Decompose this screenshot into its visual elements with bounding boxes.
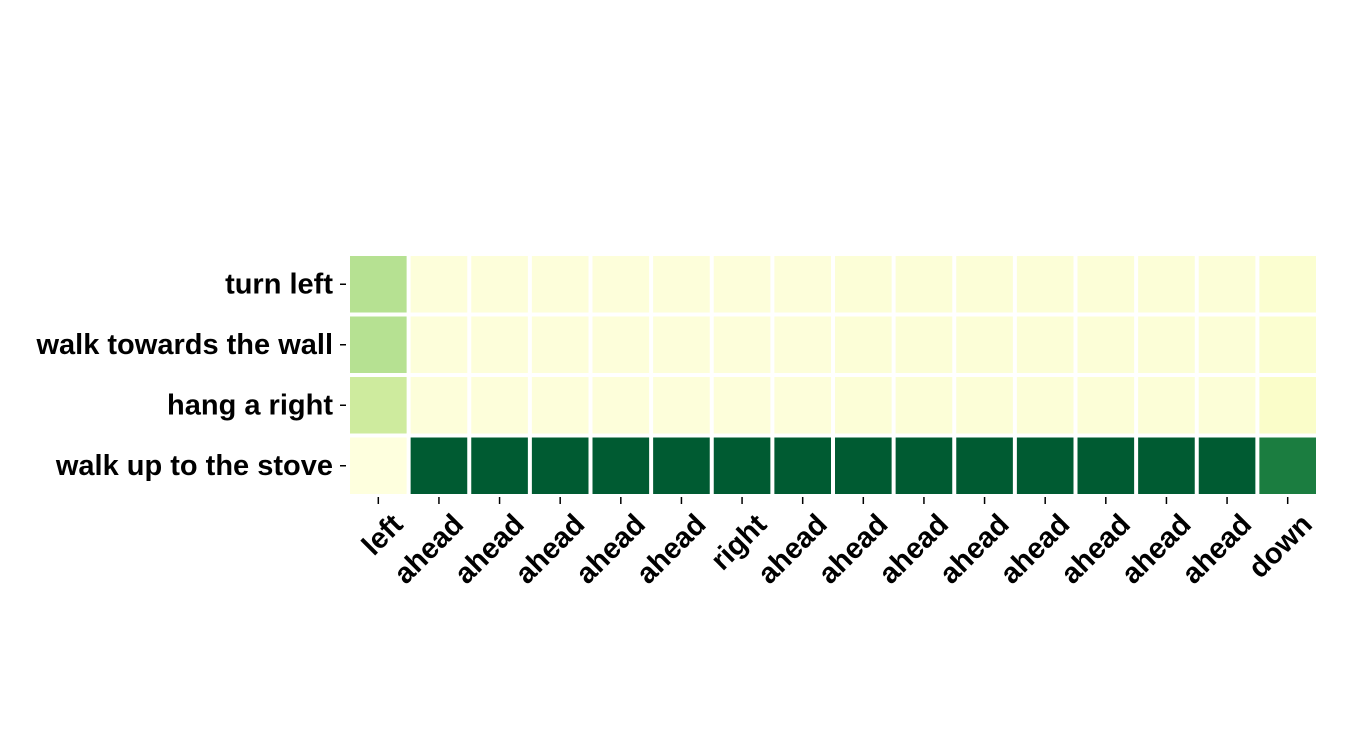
heatmap-cell-r0-c6 [713, 256, 771, 313]
heatmap-cell-r2-c11 [1016, 377, 1074, 434]
heatmap-cell-r1-c14 [1198, 316, 1256, 373]
heatmap-cell-r1-c6 [713, 316, 771, 373]
heatmap-cell-r3-c5 [653, 437, 710, 494]
x-tick-label: ahead [1176, 508, 1258, 590]
heatmap-cell-r1-c7 [774, 316, 831, 373]
heatmap-cell-r2-c6 [713, 377, 771, 434]
heatmap-cell-r3-c6 [713, 437, 771, 494]
heatmap-cell-r2-c5 [653, 377, 710, 434]
heatmap-cell-r3-c15 [1259, 437, 1316, 494]
heatmap-cell-r0-c9 [895, 256, 953, 313]
heatmap-cell-r0-c1 [410, 256, 468, 313]
heatmap-cell-r0-c11 [1016, 256, 1074, 313]
heatmap-cell-r3-c9 [895, 437, 953, 494]
heatmap-cell-r3-c0 [350, 437, 407, 494]
heatmap-cell-r3-c12 [1077, 437, 1135, 494]
heatmap-cell-r1-c2 [471, 316, 528, 373]
heatmap-cell-r2-c3 [531, 377, 589, 434]
heatmap-cell-r3-c7 [774, 437, 831, 494]
heatmap-cell-r0-c7 [774, 256, 831, 313]
heatmap-cell-r2-c0 [350, 377, 407, 434]
heatmap-cell-r2-c2 [471, 377, 528, 434]
x-tick-label: down [1243, 508, 1319, 584]
heatmap-cell-r1-c9 [895, 316, 953, 373]
heatmap-cell-r1-c13 [1138, 316, 1195, 373]
heatmap-cell-r3-c14 [1198, 437, 1256, 494]
heatmap-cell-r3-c11 [1016, 437, 1074, 494]
heatmap-cell-r0-c0 [350, 256, 407, 313]
heatmap-cell-r3-c10 [956, 437, 1013, 494]
heatmap-cell-r0-c12 [1077, 256, 1135, 313]
y-tick-label: turn left [225, 268, 333, 300]
heatmap-cell-r1-c3 [531, 316, 589, 373]
heatmap-cell-r1-c0 [350, 316, 407, 373]
heatmap-cell-r2-c4 [592, 377, 650, 434]
heatmap-cell-r1-c12 [1077, 316, 1135, 373]
heatmap-cell-r0-c8 [835, 256, 892, 313]
heatmap-cell-r3-c4 [592, 437, 650, 494]
heatmap-cells [350, 256, 1316, 494]
heatmap-cell-r0-c15 [1259, 256, 1316, 313]
heatmap-cell-r1-c11 [1016, 316, 1074, 373]
x-tick-label: ahead [631, 508, 713, 590]
heatmap-cell-r2-c15 [1259, 377, 1316, 434]
heatmap-cell-r3-c1 [410, 437, 468, 494]
heatmap-cell-r2-c14 [1198, 377, 1256, 434]
heatmap-cell-r0-c3 [531, 256, 589, 313]
heatmap-cell-r0-c10 [956, 256, 1013, 313]
heatmap-cell-r0-c13 [1138, 256, 1195, 313]
heatmap-cell-r2-c13 [1138, 377, 1195, 434]
heatmap-cell-r3-c2 [471, 437, 528, 494]
heatmap-cell-r2-c10 [956, 377, 1013, 434]
heatmap-cell-r2-c1 [410, 377, 468, 434]
heatmap-cell-r2-c9 [895, 377, 953, 434]
heatmap-cell-r3-c13 [1138, 437, 1195, 494]
heatmap-cell-r2-c12 [1077, 377, 1135, 434]
heatmap-cell-r3-c8 [835, 437, 892, 494]
heatmap-cell-r0-c4 [592, 256, 650, 313]
heatmap-cell-r0-c2 [471, 256, 528, 313]
heatmap-cell-r1-c1 [410, 316, 468, 373]
y-tick-label: hang a right [167, 389, 333, 421]
heatmap-cell-r2-c7 [774, 377, 831, 434]
heatmap-cell-r1-c10 [956, 316, 1013, 373]
heatmap-cell-r1-c5 [653, 316, 710, 373]
y-tick-label: walk up to the stove [55, 450, 333, 482]
x-axis: leftaheadaheadaheadaheadaheadrightaheada… [356, 497, 1319, 590]
heatmap-cell-r1-c8 [835, 316, 892, 373]
heatmap-cell-r0-c5 [653, 256, 710, 313]
heatmap-cell-r0-c14 [1198, 256, 1256, 313]
heatmap-cell-r3-c3 [531, 437, 589, 494]
y-axis: turn left walk towards the wall hang a rig… [35, 268, 346, 482]
y-tick-label: walk towards the wall [35, 329, 333, 361]
heatmap-cell-r1-c4 [592, 316, 650, 373]
heatmap-cell-r1-c15 [1259, 316, 1316, 373]
heatmap-cell-r2-c8 [835, 377, 892, 434]
